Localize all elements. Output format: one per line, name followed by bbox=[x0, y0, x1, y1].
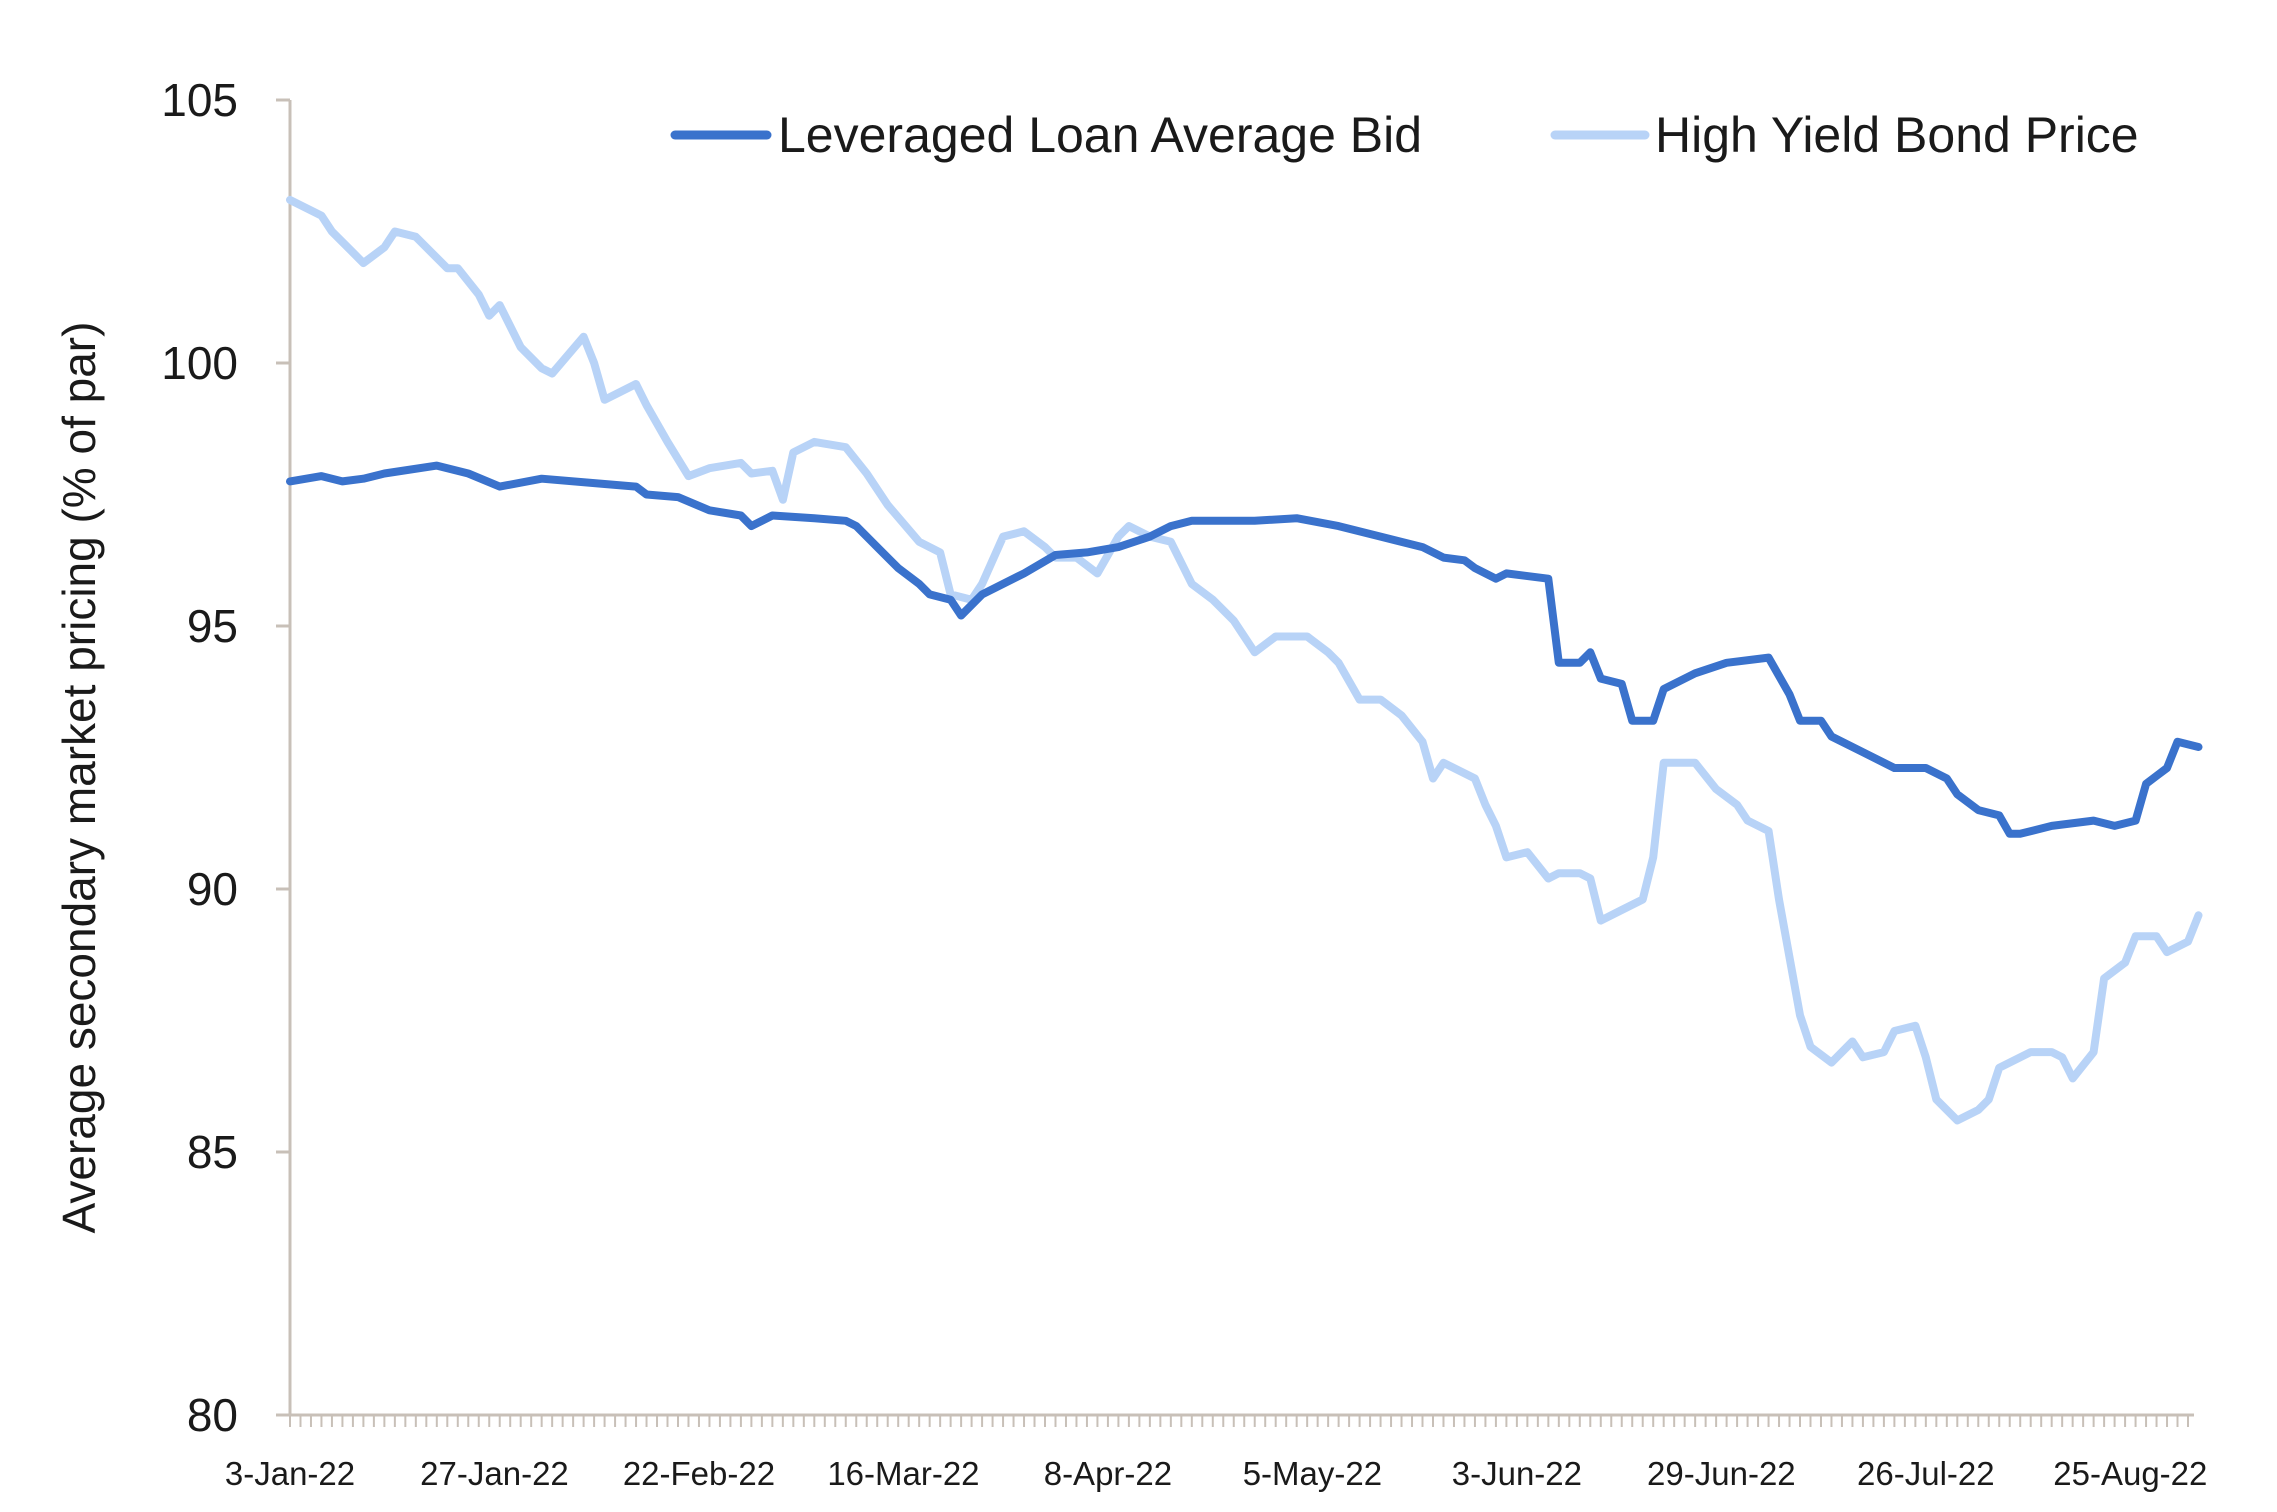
y-tick-label: 90 bbox=[187, 863, 238, 915]
x-tick-label: 3-Jan-22 bbox=[225, 1455, 355, 1492]
y-tick-label: 105 bbox=[161, 74, 238, 126]
y-tick-label: 95 bbox=[187, 600, 238, 652]
x-tick-label: 5-May-22 bbox=[1243, 1455, 1382, 1492]
legend-label: High Yield Bond Price bbox=[1655, 107, 2139, 163]
x-tick-label: 8-Apr-22 bbox=[1044, 1455, 1172, 1492]
x-tick-label: 26-Jul-22 bbox=[1857, 1455, 1995, 1492]
y-tick-label: 100 bbox=[161, 337, 238, 389]
y-tick-label: 85 bbox=[187, 1126, 238, 1178]
x-tick-label: 3-Jun-22 bbox=[1452, 1455, 1582, 1492]
x-tick-label: 22-Feb-22 bbox=[623, 1455, 775, 1492]
x-tick-label: 25-Aug-22 bbox=[2053, 1455, 2207, 1492]
series-line-leveraged-loan bbox=[286, 461, 2203, 838]
x-tick-label: 29-Jun-22 bbox=[1647, 1455, 1796, 1492]
series-group bbox=[286, 195, 2203, 1125]
y-axis-label: Average secondary market pricing (% of p… bbox=[53, 322, 105, 1234]
x-tick-label: 16-Mar-22 bbox=[827, 1455, 979, 1492]
x-tick-label: 27-Jan-22 bbox=[420, 1455, 569, 1492]
legend: Leveraged Loan Average Bid High Yield Bon… bbox=[670, 107, 2139, 163]
legend-label: Leveraged Loan Average Bid bbox=[778, 107, 1422, 163]
y-tick-label: 80 bbox=[187, 1389, 238, 1441]
y-axis: 80 85 90 95 100 105 bbox=[161, 74, 292, 1441]
x-axis: 3-Jan-22 27-Jan-22 22-Feb-22 16-Mar-22 8-Apr… bbox=[225, 1413, 2207, 1492]
series-line-high-yield-bond bbox=[286, 195, 2203, 1125]
